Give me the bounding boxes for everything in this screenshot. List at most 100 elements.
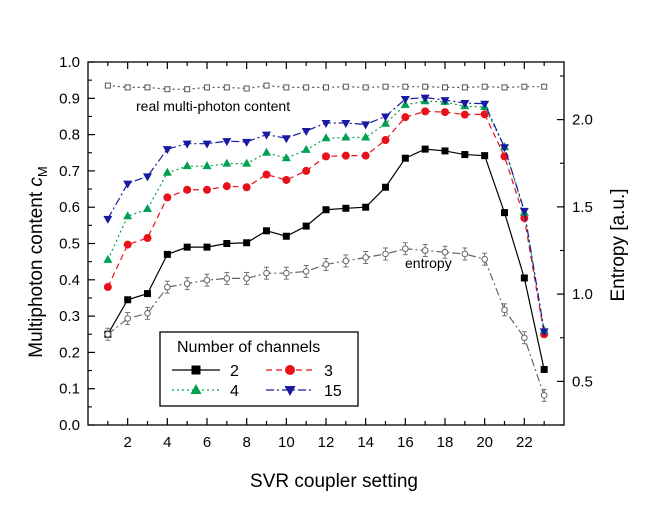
data-point [441, 147, 449, 155]
y-axis-title-left: Multiphoton content cM [26, 166, 50, 357]
data-point [162, 146, 172, 155]
data-point [401, 113, 410, 122]
data-point [342, 83, 349, 90]
data-point [540, 365, 548, 373]
data-point [500, 144, 509, 153]
data-point [521, 334, 528, 342]
data-point [361, 151, 370, 160]
y-left-tick-label: 0.6 [59, 199, 80, 216]
data-point [283, 269, 290, 277]
data-point [143, 234, 152, 243]
data-point [223, 240, 231, 247]
y-left-tick-label: 0.1 [59, 381, 80, 398]
data-point [382, 83, 389, 90]
y-right-tick-label: 0.5 [572, 373, 593, 390]
series-real-multi-photon-content [104, 82, 548, 93]
data-point [222, 182, 231, 191]
data-point [283, 84, 290, 91]
data-point [361, 121, 371, 130]
y-left-tick-label: 0.2 [59, 344, 80, 361]
data-point [182, 161, 192, 170]
data-point [521, 83, 528, 90]
series-line [107, 248, 545, 396]
y-right-tick-label: 1.5 [572, 199, 593, 216]
data-point [242, 138, 252, 147]
data-point [124, 315, 131, 322]
y-left-tick-label: 0.0 [59, 417, 80, 434]
x-tick-label: 6 [203, 434, 211, 451]
data-point [243, 275, 250, 282]
data-point [441, 248, 449, 256]
legend-label-2: 2 [230, 363, 239, 380]
data-point [321, 119, 331, 128]
y-left-tick-label: 0.7 [59, 163, 80, 180]
x-tick-label: 18 [437, 434, 454, 451]
data-point [382, 250, 389, 258]
data-point [143, 204, 152, 213]
data-point [242, 183, 251, 192]
data-point [203, 243, 211, 251]
data-point [203, 185, 211, 194]
legend-marker-4 [190, 384, 202, 394]
x-tick-label: 22 [516, 434, 533, 451]
data-point [222, 158, 232, 167]
y-axis-title-left-text: Multiphoton content [26, 191, 47, 358]
x-tick-label: 16 [397, 434, 414, 451]
y-axis-title-left-symbol: c [26, 177, 47, 187]
x-tick-label: 14 [357, 434, 374, 451]
data-point [402, 83, 409, 90]
data-point [203, 276, 211, 284]
data-point [144, 290, 151, 298]
data-point [422, 83, 429, 90]
data-point [441, 108, 449, 117]
data-point [281, 135, 291, 144]
axes: SVR coupler setting Multiphoton content … [26, 54, 629, 492]
y-left-tick-label: 0.4 [59, 272, 80, 289]
data-point [282, 232, 290, 240]
data-point [222, 138, 232, 147]
data-point [421, 247, 429, 254]
legend-marker-2 [191, 365, 201, 375]
data-point [263, 269, 270, 277]
data-point [202, 140, 212, 149]
data-point [362, 84, 369, 91]
data-point [461, 84, 468, 91]
legend: Number of channels 2 3 4 15 [159, 331, 359, 407]
data-point [442, 84, 448, 91]
data-point [243, 239, 251, 247]
data-point [382, 183, 389, 191]
series-entropy [104, 242, 548, 402]
data-point [460, 100, 470, 109]
data-point [223, 275, 231, 282]
data-point [262, 170, 271, 179]
data-point [103, 283, 112, 292]
data-point [341, 132, 351, 141]
annotation-real-multiphoton: real multi-photon content [136, 98, 290, 114]
data-point [322, 261, 330, 268]
data-point [242, 158, 252, 167]
x-axis-title: SVR coupler setting [250, 471, 418, 492]
y-left-tick-label: 0.5 [59, 236, 80, 253]
data-point [519, 207, 529, 216]
data-point [539, 328, 549, 337]
data-point [263, 227, 270, 235]
legend-marker-3 [285, 365, 295, 375]
y-left-tick-label: 0.8 [59, 127, 80, 144]
data-point [481, 83, 488, 90]
data-point [381, 136, 390, 145]
data-point [123, 240, 132, 249]
data-point [163, 250, 171, 258]
data-point [421, 107, 430, 116]
data-point [520, 274, 528, 282]
data-point [342, 257, 350, 265]
data-point [183, 185, 192, 194]
x-tick-label: 4 [163, 434, 171, 451]
data-point [301, 144, 311, 153]
data-point [164, 283, 171, 291]
data-point [183, 243, 191, 251]
data-point [164, 86, 171, 93]
data-point [302, 166, 311, 175]
data-point [361, 132, 371, 141]
data-point [321, 133, 331, 142]
